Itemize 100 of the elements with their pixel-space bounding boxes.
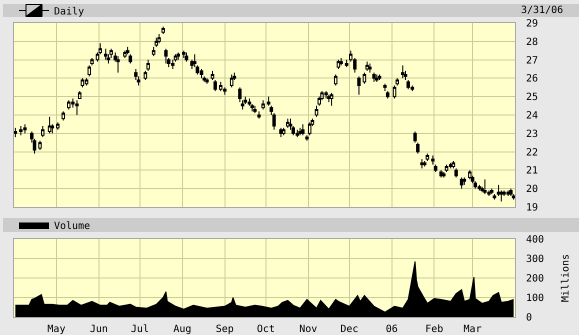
candlestick	[372, 72, 376, 82]
y-tick-label: 21	[526, 166, 538, 177]
y-tick-label: 27	[526, 55, 538, 66]
candlestick	[301, 124, 305, 136]
candlestick	[182, 50, 186, 58]
candlestick	[80, 78, 84, 88]
candlestick	[324, 90, 328, 99]
x-tick-label: Jun	[90, 324, 108, 335]
y-tick-label: 200	[526, 274, 544, 284]
candlestick	[261, 100, 265, 110]
candlestick	[48, 116, 52, 134]
candlestick	[67, 100, 70, 110]
candlestick	[126, 46, 130, 55]
candlestick	[468, 170, 472, 180]
candlestick	[19, 126, 23, 136]
candlestick	[339, 57, 343, 66]
candlestick	[41, 126, 44, 138]
candlestick	[378, 74, 382, 81]
candlestick	[492, 194, 496, 200]
x-tick-label: Feb	[425, 324, 444, 335]
y-axis-title: Millions	[560, 254, 572, 302]
y-tick-label: 28	[526, 36, 538, 48]
x-tick-label: 06	[386, 324, 398, 335]
candlestick	[336, 59, 340, 70]
candlestick	[483, 178, 487, 195]
y-tick-label: 24	[526, 110, 538, 122]
candlestick	[420, 158, 424, 169]
candlestick	[444, 164, 448, 173]
x-tick-label: Oct	[256, 324, 275, 335]
x-tick-label: Jul	[130, 324, 149, 335]
legend-label: Daily	[54, 6, 84, 18]
y-tick-label: 100	[526, 293, 544, 304]
y-tick-label: 0	[526, 312, 532, 324]
candlestick	[413, 131, 417, 144]
candlestick	[88, 64, 92, 77]
candlestick	[200, 68, 204, 79]
candlestick	[365, 61, 369, 72]
candlestick	[298, 127, 302, 136]
candlestick	[144, 70, 148, 81]
candlestick	[392, 85, 396, 99]
candlestick	[327, 94, 331, 103]
candlestick	[422, 160, 426, 168]
candlestick	[434, 164, 438, 173]
candlestick	[78, 90, 82, 99]
candlestick	[253, 105, 257, 114]
candlestick	[509, 188, 513, 196]
candlestick	[416, 142, 420, 154]
candlestick	[38, 140, 42, 150]
y-tick-label: 26	[526, 74, 538, 85]
x-tick-label: Nov	[299, 324, 318, 335]
candlestick	[490, 188, 494, 195]
text: 3/31/06	[521, 5, 564, 16]
candlestick	[401, 64, 404, 79]
candlestick	[84, 78, 88, 86]
candlestick	[478, 184, 482, 191]
candlestick	[448, 162, 452, 169]
candlestick	[90, 57, 94, 66]
candlestick	[210, 70, 214, 81]
candlestick	[362, 72, 366, 84]
candlestick	[344, 59, 348, 68]
candlestick	[230, 74, 234, 88]
x-tick-label: Sep	[216, 324, 234, 335]
candlestick	[23, 124, 27, 134]
candlestick	[157, 34, 161, 44]
candlestick	[460, 177, 464, 190]
candlestick	[161, 26, 165, 35]
candlestick	[266, 96, 270, 106]
x-tick-label: Dec	[340, 324, 358, 335]
candlestick	[506, 190, 510, 196]
candlestick	[75, 100, 79, 116]
y-tick-label: 300	[526, 254, 544, 265]
candlestick	[218, 81, 222, 92]
candlestick	[176, 52, 180, 60]
candlestick	[396, 78, 400, 86]
x-tick-label: Mar	[464, 324, 482, 335]
candlestick	[462, 177, 466, 186]
candlestick	[213, 80, 217, 92]
candlestick	[128, 54, 132, 64]
candlestick	[368, 62, 372, 74]
candlestick	[56, 122, 60, 130]
candlestick	[431, 154, 435, 166]
candlestick	[314, 105, 318, 118]
candlestick	[454, 168, 458, 178]
candlestick	[426, 153, 430, 162]
candlestick	[62, 110, 66, 122]
x-tick-label: Aug	[173, 324, 192, 335]
candlestick	[152, 46, 156, 57]
candlestick	[286, 118, 290, 128]
candlestick	[330, 92, 334, 106]
candlestick	[14, 127, 18, 138]
candlestick	[257, 110, 261, 120]
candlestick	[334, 74, 338, 86]
y-tick-label: 400	[526, 234, 544, 246]
candlestick	[357, 76, 361, 96]
y-tick-label: 22	[526, 147, 538, 158]
y-tick-label: 20	[526, 184, 538, 196]
y-tick-label: 23	[526, 128, 538, 140]
candlestick	[123, 50, 127, 58]
candlestick	[296, 129, 300, 138]
x-tick-label: May	[47, 324, 66, 335]
